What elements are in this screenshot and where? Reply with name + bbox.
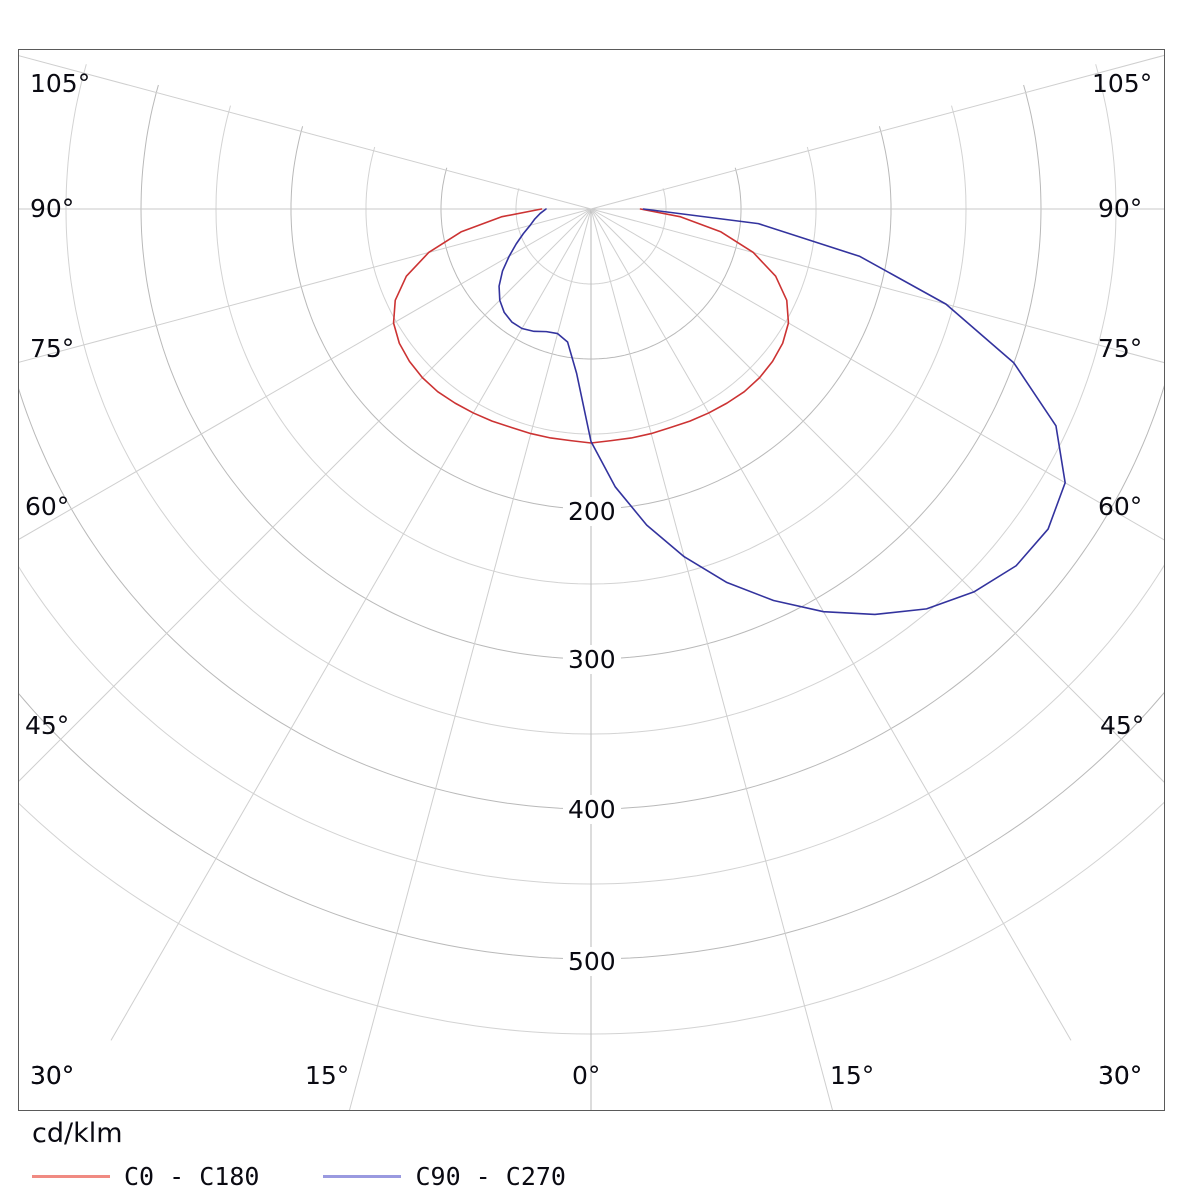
angle-label-left-75: 75° <box>30 334 75 363</box>
angle-label-right-75: 75° <box>1098 334 1143 363</box>
legend-label-c90-c270: C90 - C270 <box>415 1162 566 1191</box>
angle-label-bottom-0: 0° <box>572 1061 601 1090</box>
angle-label-left-105: 105° <box>30 69 91 98</box>
legend-entries: C0 - C180 C90 - C270 <box>32 1162 630 1191</box>
legend-swatch-c0-c180 <box>32 1175 110 1178</box>
legend-entry-c90-c270[interactable]: C90 - C270 <box>323 1162 566 1191</box>
legend-unit-label: cd/klm <box>32 1118 123 1149</box>
radial-label-400: 400 <box>563 795 621 824</box>
legend-swatch-c90-c270 <box>323 1175 402 1178</box>
radial-label-300: 300 <box>563 645 621 674</box>
angle-label-bottom-30r: 30° <box>1098 1061 1143 1090</box>
angle-label-right-105: 105° <box>1092 69 1153 98</box>
polar-plot-frame <box>18 49 1165 1111</box>
radial-label-200: 200 <box>563 497 621 526</box>
legend: cd/klm C0 - C180 C90 - C270 <box>18 1118 1165 1196</box>
angle-label-bottom-15r: 15° <box>830 1061 875 1090</box>
angle-label-right-45: 45° <box>1100 711 1145 740</box>
angle-label-right-60: 60° <box>1098 492 1143 521</box>
angle-label-right-90: 90° <box>1098 194 1143 223</box>
angle-label-left-60: 60° <box>25 492 70 521</box>
angle-label-left-45: 45° <box>25 711 70 740</box>
angle-label-bottom-15l: 15° <box>305 1061 350 1090</box>
angle-label-left-90: 90° <box>30 194 75 223</box>
legend-label-c0-c180: C0 - C180 <box>124 1162 260 1191</box>
angle-label-right-30: 30° <box>1098 1061 1143 1090</box>
angle-label-left-30: 30° <box>30 1061 75 1090</box>
radial-label-500: 500 <box>563 947 621 976</box>
angle-label-bottom-30l: 30° <box>30 1061 75 1090</box>
legend-entry-c0-c180[interactable]: C0 - C180 <box>32 1162 259 1191</box>
